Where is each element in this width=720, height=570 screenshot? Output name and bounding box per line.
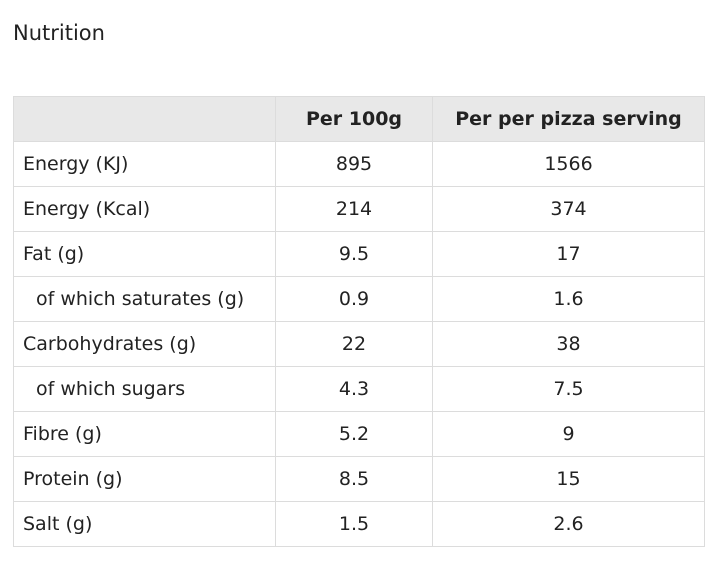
value-per-100g: 9.5	[275, 231, 433, 277]
nutrient-label: of which sugars	[13, 366, 276, 412]
value-per-serving: 1566	[432, 141, 705, 187]
value-per-100g: 0.9	[275, 276, 433, 322]
table-row: Carbohydrates (g) 22 38	[13, 321, 705, 367]
table-row: Fat (g) 9.5 17	[13, 231, 705, 277]
value-per-serving: 374	[432, 186, 705, 232]
nutrient-label: Carbohydrates (g)	[13, 321, 276, 367]
header-per-serving: Per per pizza serving	[432, 96, 705, 142]
nutrient-label: Fibre (g)	[13, 411, 276, 457]
value-per-100g: 214	[275, 186, 433, 232]
table-row: Energy (KJ) 895 1566	[13, 141, 705, 187]
nutrient-label: Energy (KJ)	[13, 141, 276, 187]
value-per-serving: 15	[432, 456, 705, 502]
value-per-serving: 9	[432, 411, 705, 457]
table-row: Fibre (g) 5.2 9	[13, 411, 705, 457]
nutrient-label: Energy (Kcal)	[13, 186, 276, 232]
value-per-serving: 7.5	[432, 366, 705, 412]
table-row: Energy (Kcal) 214 374	[13, 186, 705, 232]
nutrition-table-body: Energy (KJ) 895 1566 Energy (Kcal) 214 374 Fat…	[13, 141, 705, 547]
value-per-serving: 1.6	[432, 276, 705, 322]
table-row: Protein (g) 8.5 15	[13, 456, 705, 502]
nutrient-label: of which saturates (g)	[13, 276, 276, 322]
value-per-serving: 17	[432, 231, 705, 277]
table-row: of which sugars 4.3 7.5	[13, 366, 705, 412]
nutrient-label: Salt (g)	[13, 501, 276, 547]
value-per-100g: 8.5	[275, 456, 433, 502]
table-row: of which saturates (g) 0.9 1.6	[13, 276, 705, 322]
nutrient-label: Fat (g)	[13, 231, 276, 277]
nutrition-table: Per 100g Per per pizza serving Energy (K…	[13, 96, 705, 547]
value-per-100g: 4.3	[275, 366, 433, 412]
header-per-100g: Per 100g	[275, 96, 433, 142]
value-per-100g: 5.2	[275, 411, 433, 457]
section-title: Nutrition	[13, 21, 105, 45]
table-header-row: Per 100g Per per pizza serving	[13, 96, 705, 142]
value-per-serving: 2.6	[432, 501, 705, 547]
header-nutrient	[13, 96, 276, 142]
value-per-100g: 22	[275, 321, 433, 367]
value-per-serving: 38	[432, 321, 705, 367]
nutrient-label: Protein (g)	[13, 456, 276, 502]
value-per-100g: 1.5	[275, 501, 433, 547]
value-per-100g: 895	[275, 141, 433, 187]
table-row: Salt (g) 1.5 2.6	[13, 501, 705, 547]
